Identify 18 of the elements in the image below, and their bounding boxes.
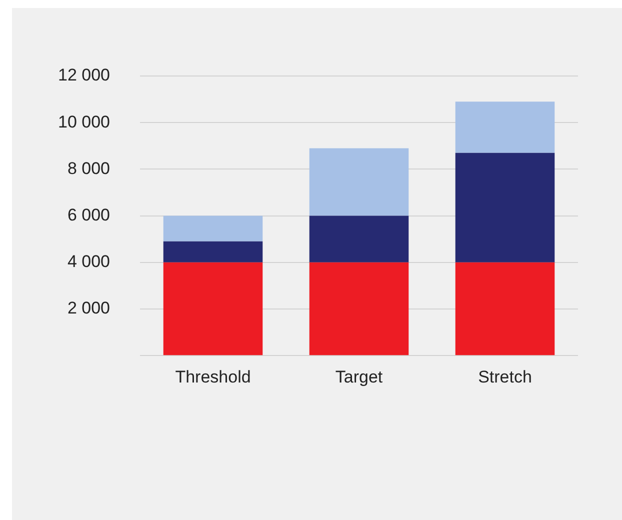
y-tick-label: 10 000 <box>58 112 110 132</box>
bar <box>455 102 555 153</box>
bar <box>309 216 409 262</box>
bar <box>309 262 409 356</box>
bar <box>309 148 409 216</box>
x-tick-label: Target <box>335 367 383 386</box>
y-tick-label: 6 000 <box>67 205 110 224</box>
y-tick-label: 8 000 <box>67 158 110 178</box>
x-tick-label: Stretch <box>478 367 532 386</box>
bar <box>163 262 263 356</box>
bar <box>455 262 555 356</box>
bar <box>163 241 263 262</box>
bar <box>163 216 263 242</box>
y-tick-label: 4 000 <box>67 252 110 272</box>
y-tick-label: 2 000 <box>67 298 110 318</box>
y-tick-label: 12 000 <box>58 66 110 85</box>
bar <box>455 152 555 262</box>
x-tick-label: Threshold <box>175 367 251 386</box>
